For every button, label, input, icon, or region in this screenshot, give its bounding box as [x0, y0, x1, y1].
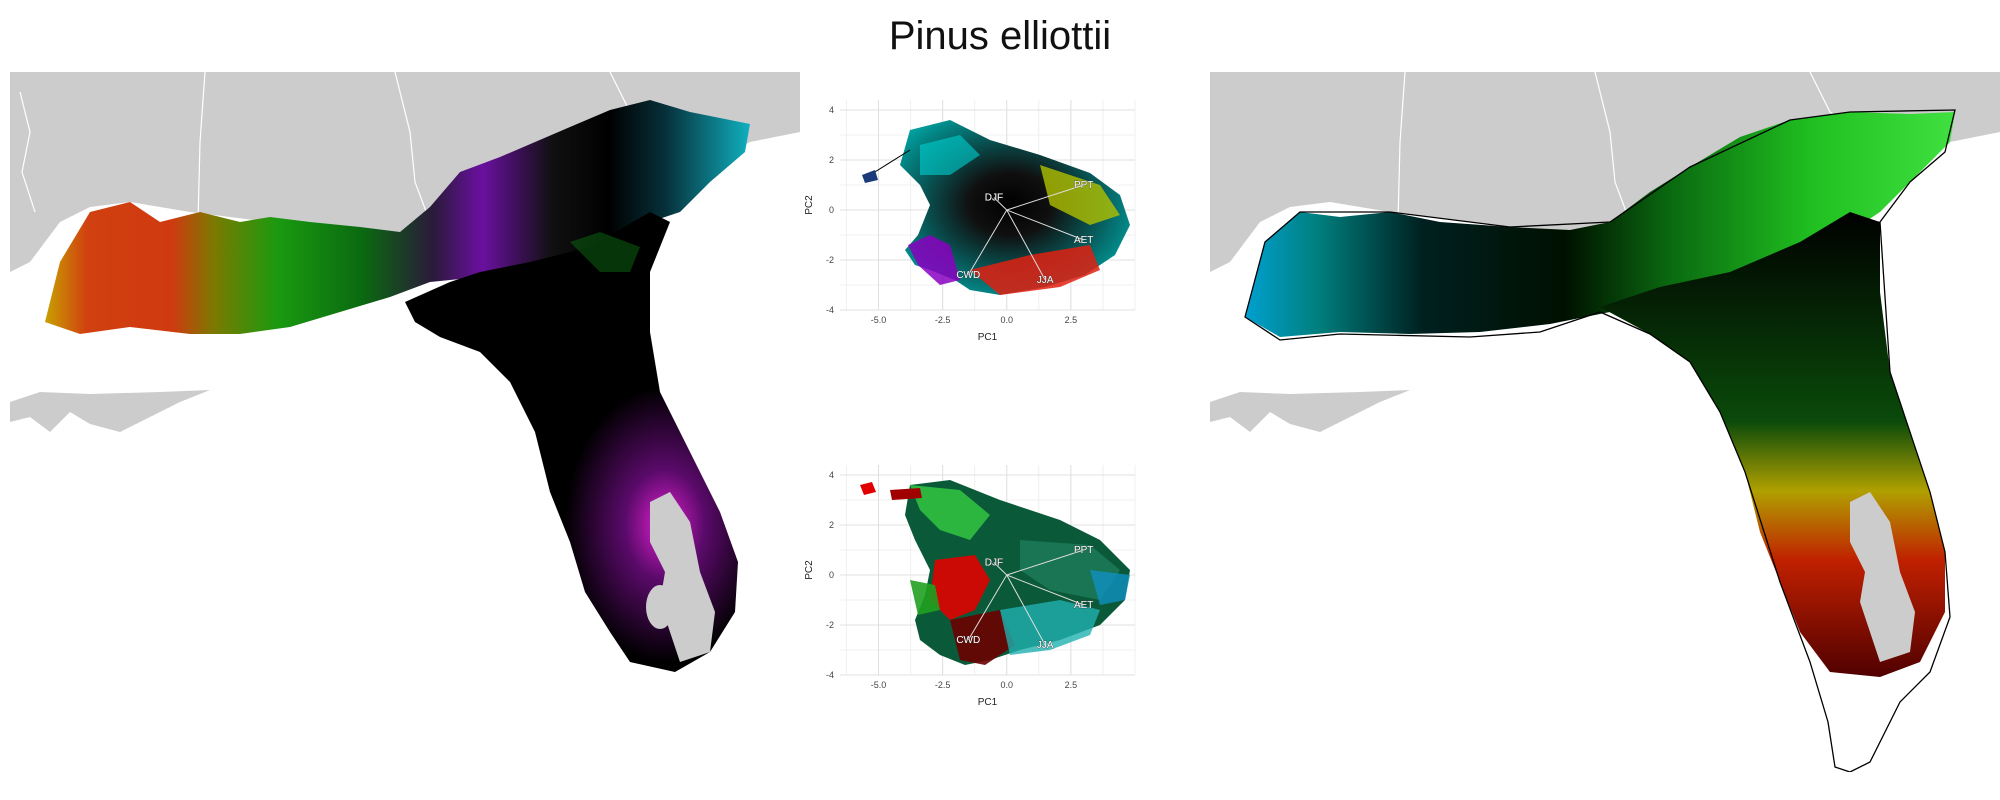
biplot-bottom-vector-aet: [1006, 574, 1084, 606]
biplot-top-ytick-label: 2: [829, 155, 834, 165]
biplot-bottom-ytick-label: -4: [826, 670, 834, 680]
biplot-bottom-axes: -5.0 -2.5 0.0 2.5 4 2 0 -2 -4 PC1 PC2: [804, 470, 1077, 708]
biplot-top-vector-label-aet: AET: [1074, 235, 1093, 246]
biplot-top-vector-cwd: [967, 209, 1008, 276]
biplot-bottom-vector-label-ppt: PPT: [1074, 545, 1093, 556]
biplot-bottom-vectors: DJF PPT AET JJA CWD: [956, 545, 1094, 652]
biplot-bottom-ytick-label: 0: [829, 570, 834, 580]
biplot-top-ytick-label: -2: [826, 255, 834, 265]
biplot-top-ytick-label: 4: [829, 105, 834, 115]
biplot-top: -5.0 -2.5 0.0 2.5 4 2 0 -2 -4 PC1 PC2 DJF PPT AET JJA…: [804, 100, 1136, 343]
left-map: [10, 72, 800, 672]
right-map-peninsula: [1600, 212, 1945, 677]
biplot-bottom-vector-label-cwd: CWD: [956, 635, 980, 646]
biplot-bottom-points: [860, 480, 1130, 665]
right-map: [1210, 72, 2000, 772]
biplot-top-xtick-label: 2.5: [1065, 315, 1078, 325]
biplot-bottom-xtick-label: -5.0: [871, 680, 887, 690]
biplot-bottom-xtick-label: -2.5: [935, 680, 951, 690]
biplot-top-xtick-label: 0.0: [1000, 315, 1013, 325]
biplot-bottom-xtick-label: 2.5: [1065, 680, 1078, 690]
biplot-top-xtick-label: -5.0: [871, 315, 887, 325]
biplot-bottom-ylabel: PC2: [804, 560, 815, 580]
biplot-top-xlabel: PC1: [978, 332, 998, 343]
biplot-top-vector-label-ppt: PPT: [1074, 180, 1093, 191]
figure-title: Pinus elliottii: [888, 14, 1112, 58]
biplot-top-vector-aet: [1006, 209, 1084, 241]
right-map-lake: [1850, 492, 1915, 662]
biplot-top-ylabel: PC2: [804, 195, 815, 215]
biplot-top-vector-ppt: [1006, 184, 1084, 211]
biplot-bottom-vector-ppt: [1006, 549, 1084, 576]
biplot-top-ytick-label: 0: [829, 205, 834, 215]
biplot-bottom-vector-label-aet: AET: [1074, 600, 1093, 611]
biplot-bottom-vector-label-jja: JJA: [1037, 640, 1054, 651]
left-map-panhandle: [45, 100, 750, 334]
biplot-top-xtick-label: -2.5: [935, 315, 951, 325]
biplot-bottom-ytick-label: 4: [829, 470, 834, 480]
biplot-top-vector-djf: [993, 197, 1008, 211]
biplot-top-vectors: DJF PPT AET JJA CWD: [956, 180, 1094, 287]
biplot-top-vector-label-jja: JJA: [1037, 275, 1054, 286]
biplot-bottom-ytick-label: 2: [829, 520, 834, 530]
left-map-peninsula: [405, 212, 738, 672]
biplot-bottom-vector-label-djf: DJF: [985, 558, 1003, 569]
biplot-bottom-vector-jja: [1006, 574, 1046, 646]
biplot-bottom-xlabel: PC1: [978, 697, 998, 708]
biplot-bottom-ytick-label: -2: [826, 620, 834, 630]
biplot-top-vector-label-djf: DJF: [985, 193, 1003, 204]
biplot-bottom-vector-cwd: [967, 574, 1008, 641]
biplot-top-axes: -5.0 -2.5 0.0 2.5 4 2 0 -2 -4 PC1 PC2: [804, 105, 1077, 343]
biplot-top-ytick-label: -4: [826, 305, 834, 315]
biplot-bottom-xtick-label: 0.0: [1000, 680, 1013, 690]
biplot-bottom-vector-djf: [993, 562, 1008, 576]
biplot-top-vector-label-cwd: CWD: [956, 270, 980, 281]
biplot-top-vector-jja: [1006, 209, 1046, 281]
right-map-outline: [1244, 109, 1956, 772]
right-map-panhandle: [1245, 112, 1955, 337]
biplot-bottom: -5.0 -2.5 0.0 2.5 4 2 0 -2 -4 PC1 PC2 DJF PPT AET JJA…: [804, 465, 1136, 708]
